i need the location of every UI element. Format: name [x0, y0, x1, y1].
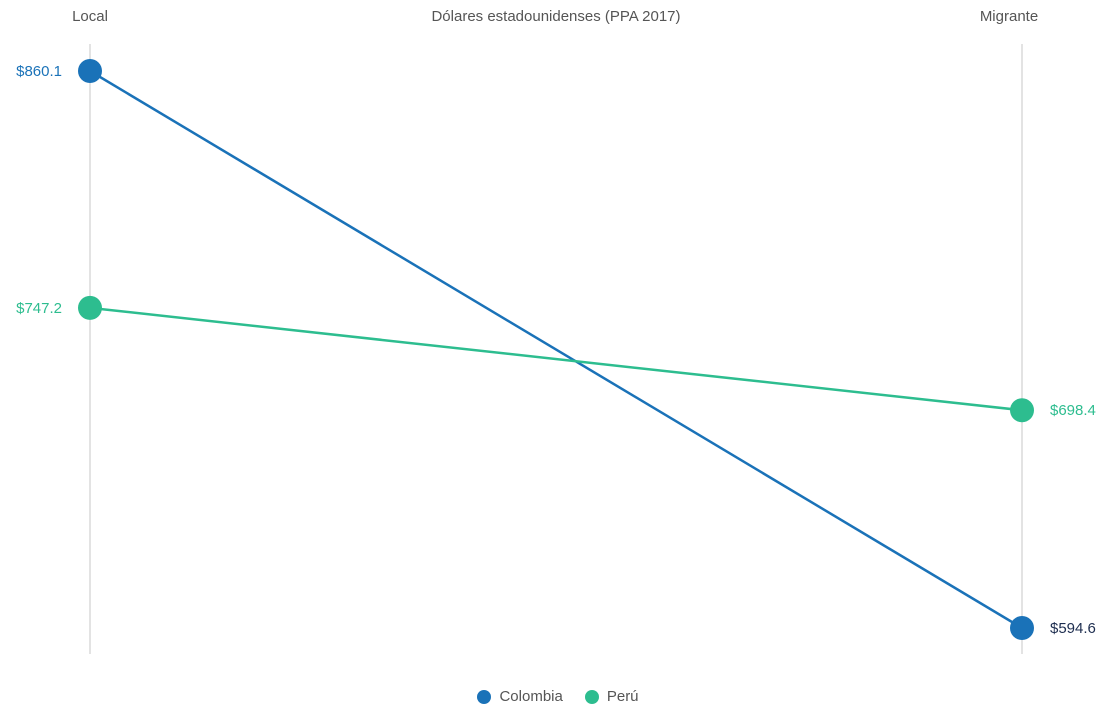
point-colombia-local[interactable]	[78, 59, 102, 83]
point-peru-local[interactable]	[78, 295, 102, 320]
chart-marks: $860.1 $594.6 $747.2 $698.4	[16, 59, 1096, 640]
legend-label-peru: Perú	[606, 688, 639, 705]
series-line-peru	[89, 306, 1023, 412]
value-label-colombia-migrante: $594.6	[1050, 620, 1096, 637]
chart-title: Dólares estadounidenses (PPA 2017)	[431, 8, 680, 25]
series-line-colombia	[89, 69, 1023, 630]
legend-swatch-peru	[584, 689, 599, 704]
legend-item-peru[interactable]: Perú	[584, 688, 639, 705]
legend-swatch-colombia	[477, 689, 492, 704]
legend-label-colombia: Colombia	[499, 688, 563, 705]
value-label-peru-migrante: $698.4	[1050, 402, 1096, 419]
axis-title-migrante: Migrante	[980, 8, 1038, 25]
legend-item-colombia[interactable]: Colombia	[477, 688, 563, 705]
legend: Colombia Perú	[0, 688, 1116, 705]
slope-chart: Local Dólares estadounidenses (PPA 2017)…	[16, 8, 1096, 654]
axis-title-local: Local	[72, 8, 108, 25]
point-peru-migrante[interactable]	[1010, 398, 1034, 423]
value-label-colombia-local: $860.1	[16, 63, 62, 80]
point-colombia-migrante[interactable]	[1010, 616, 1034, 640]
value-label-peru-local: $747.2	[16, 300, 62, 317]
